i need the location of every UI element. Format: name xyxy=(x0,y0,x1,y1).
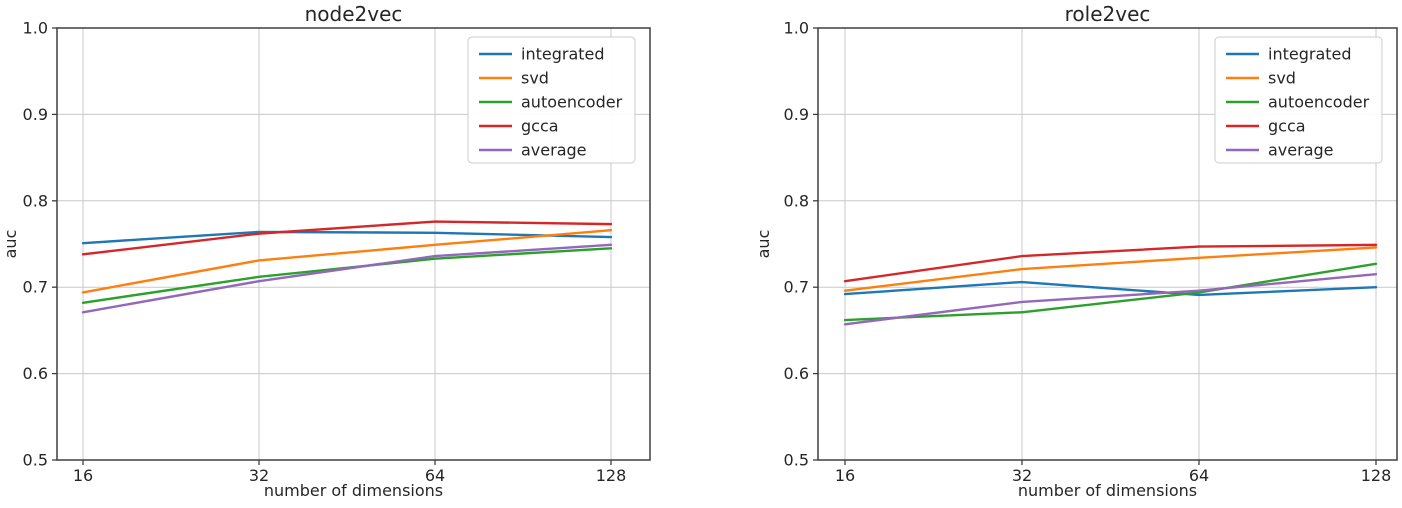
legend-box xyxy=(1214,36,1383,164)
x-tick-label: 128 xyxy=(596,466,627,485)
chart-node2vec: 16 32 64 128 1.0 0.9 0.8 0.7 0.6 0.5 integrated svd… xyxy=(23,19,651,485)
plot-border xyxy=(817,27,1398,461)
chart-role2vec: 16 32 64 128 1.0 0.9 0.8 0.7 0.6 0.5 integrated svd… xyxy=(784,19,1398,485)
y-tick-label: 0.8 xyxy=(784,191,809,210)
y-tick-label: 0.7 xyxy=(784,278,809,297)
x-tick-label: 32 xyxy=(249,466,269,485)
y-tick-label: 0.7 xyxy=(23,278,48,297)
legend-label-gcca: gcca xyxy=(1268,117,1306,136)
chart-title-node2vec: node2vec xyxy=(304,2,403,26)
legend: integrated svd autoencoder gcca average xyxy=(1214,36,1383,164)
y-tick-label: 1.0 xyxy=(784,19,809,38)
y-tick-label: 0.8 xyxy=(23,191,48,210)
y-tick-label: 0.6 xyxy=(784,364,809,383)
legend-label-gcca: gcca xyxy=(521,117,559,136)
y-axis-label-node2vec: auc xyxy=(1,229,20,259)
x-tick-label: 16 xyxy=(73,466,93,485)
y-tick-label: 0.5 xyxy=(23,451,48,470)
series-line-autoencoder xyxy=(843,262,1378,322)
series-line-autoencoder xyxy=(81,247,613,304)
x-axis-label-role2vec: number of dimensions xyxy=(1017,481,1198,500)
series-line-svd xyxy=(81,228,613,294)
legend-label-average: average xyxy=(1268,141,1334,160)
series-line-average xyxy=(843,273,1378,326)
legend-label-autoencoder: autoencoder xyxy=(521,93,623,112)
y-tick-label: 0.9 xyxy=(23,105,48,124)
x-tick-label: 32 xyxy=(1012,466,1032,485)
chart-title-role2vec: role2vec xyxy=(1064,2,1151,26)
x-tick-label: 128 xyxy=(1361,466,1392,485)
x-axis-label-node2vec: number of dimensions xyxy=(263,481,444,500)
legend-label-integrated: integrated xyxy=(1268,45,1352,64)
legend-label-integrated: integrated xyxy=(521,45,605,64)
y-tick-label: 1.0 xyxy=(23,19,48,38)
y-tick-label: 0.6 xyxy=(23,364,48,383)
legend-label-svd: svd xyxy=(521,69,549,88)
series-line-integrated xyxy=(843,280,1378,297)
series-line-gcca xyxy=(843,243,1378,283)
y-tick-label: 0.9 xyxy=(784,105,809,124)
legend: integrated svd autoencoder gcca average xyxy=(467,36,636,164)
y-tick-label: 0.5 xyxy=(784,451,809,470)
series-line-svd xyxy=(843,246,1378,292)
series-line-average xyxy=(81,243,613,314)
series-line-gcca xyxy=(81,220,613,256)
legend-label-average: average xyxy=(521,141,587,160)
x-tick-label: 16 xyxy=(835,466,855,485)
x-tick-label: 64 xyxy=(1189,466,1209,485)
legend-box xyxy=(467,36,636,164)
series-line-integrated xyxy=(81,230,613,245)
plot-border xyxy=(56,27,651,461)
y-axis-label-role2vec: auc xyxy=(754,229,773,259)
x-tick-label: 64 xyxy=(425,466,445,485)
legend-label-autoencoder: autoencoder xyxy=(1268,93,1370,112)
legend-label-svd: svd xyxy=(1268,69,1296,88)
